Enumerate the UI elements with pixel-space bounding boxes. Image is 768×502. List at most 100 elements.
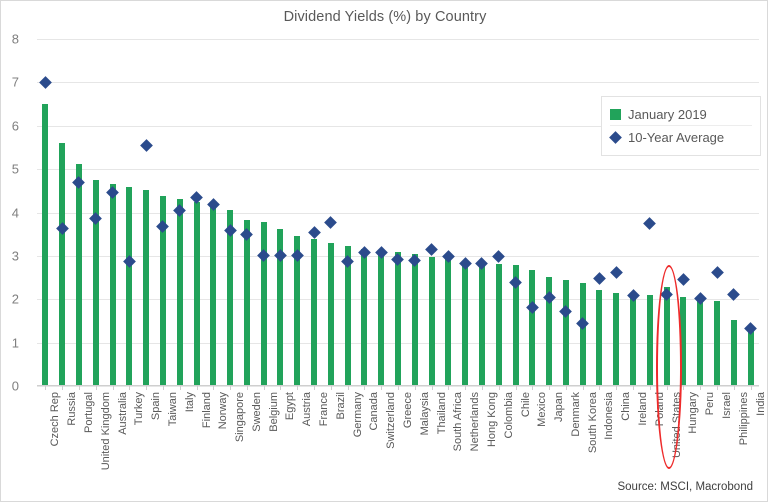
chart-column[interactable]	[507, 39, 524, 390]
average-marker-icon[interactable]	[391, 252, 405, 266]
average-marker-icon[interactable]	[475, 257, 489, 271]
average-marker-icon[interactable]	[542, 290, 556, 304]
average-marker-icon[interactable]	[441, 250, 455, 264]
average-marker-icon[interactable]	[525, 301, 539, 315]
chart-column[interactable]	[675, 39, 692, 390]
average-marker-icon[interactable]	[609, 265, 623, 279]
bar[interactable]	[294, 236, 301, 386]
chart-column[interactable]	[71, 39, 88, 390]
average-marker-icon[interactable]	[39, 76, 52, 89]
bar[interactable]	[546, 276, 553, 386]
chart-column[interactable]	[457, 39, 474, 390]
average-marker-icon[interactable]	[223, 224, 237, 238]
average-marker-icon[interactable]	[173, 203, 187, 217]
bar[interactable]	[126, 187, 133, 386]
chart-column[interactable]	[641, 39, 658, 390]
average-marker-icon[interactable]	[240, 227, 254, 241]
average-marker-icon[interactable]	[324, 215, 338, 229]
chart-column[interactable]	[591, 39, 608, 390]
chart-column[interactable]	[558, 39, 575, 390]
average-marker-icon[interactable]	[122, 254, 136, 268]
bar[interactable]	[462, 261, 469, 386]
average-marker-icon[interactable]	[458, 256, 472, 270]
average-marker-icon[interactable]	[593, 272, 606, 285]
bar[interactable]	[176, 198, 183, 386]
chart-column[interactable]	[608, 39, 625, 390]
average-marker-icon[interactable]	[744, 322, 757, 336]
bar[interactable]	[680, 297, 687, 386]
average-marker-icon[interactable]	[660, 287, 674, 301]
average-marker-icon[interactable]	[559, 305, 573, 318]
bar[interactable]	[378, 250, 385, 386]
chart-column[interactable]	[625, 39, 642, 390]
chart-column[interactable]	[289, 39, 306, 390]
chart-column[interactable]	[692, 39, 709, 390]
bar[interactable]	[143, 189, 150, 386]
bar[interactable]	[243, 219, 250, 386]
average-marker-icon[interactable]	[55, 222, 69, 236]
average-marker-icon[interactable]	[190, 190, 203, 204]
bar[interactable]	[529, 269, 536, 386]
chart-column[interactable]	[255, 39, 272, 390]
bar[interactable]	[630, 294, 637, 386]
average-marker-icon[interactable]	[374, 246, 388, 259]
average-marker-icon[interactable]	[643, 216, 657, 230]
average-marker-icon[interactable]	[206, 198, 220, 212]
bar[interactable]	[478, 262, 485, 386]
bar[interactable]	[227, 210, 234, 386]
average-marker-icon[interactable]	[710, 265, 724, 279]
average-marker-icon[interactable]	[626, 289, 640, 303]
chart-column[interactable]	[104, 39, 121, 390]
bar[interactable]	[59, 143, 66, 386]
chart-column[interactable]	[490, 39, 507, 390]
chart-column[interactable]	[54, 39, 71, 390]
bar[interactable]	[193, 201, 200, 386]
chart-column[interactable]	[709, 39, 726, 390]
average-marker-icon[interactable]	[257, 248, 271, 262]
average-marker-icon[interactable]	[509, 276, 522, 290]
average-marker-icon[interactable]	[156, 220, 170, 233]
bar[interactable]	[512, 265, 519, 386]
bar[interactable]	[646, 294, 653, 386]
average-marker-icon[interactable]	[290, 248, 304, 262]
chart-column[interactable]	[574, 39, 591, 390]
average-marker-icon[interactable]	[106, 186, 119, 200]
chart-column[interactable]	[322, 39, 339, 390]
chart-column[interactable]	[171, 39, 188, 390]
average-marker-icon[interactable]	[677, 273, 690, 287]
chart-column[interactable]	[524, 39, 541, 390]
chart-column[interactable]	[373, 39, 390, 390]
legend-item-10-year-average[interactable]: 10-Year Average	[609, 125, 752, 148]
bar[interactable]	[210, 206, 217, 386]
chart-column[interactable]	[406, 39, 423, 390]
bar[interactable]	[260, 222, 267, 386]
chart-column[interactable]	[306, 39, 323, 390]
average-marker-icon[interactable]	[492, 250, 506, 264]
chart-column[interactable]	[658, 39, 675, 390]
average-marker-icon[interactable]	[307, 225, 321, 239]
bar[interactable]	[663, 287, 670, 386]
chart-column[interactable]	[138, 39, 155, 390]
bar[interactable]	[159, 196, 166, 386]
chart-column[interactable]	[742, 39, 759, 390]
chart-column[interactable]	[272, 39, 289, 390]
bar[interactable]	[579, 282, 586, 386]
chart-column[interactable]	[37, 39, 54, 390]
chart-column[interactable]	[205, 39, 222, 390]
chart-column[interactable]	[87, 39, 104, 390]
bar[interactable]	[495, 263, 502, 386]
chart-column[interactable]	[121, 39, 138, 390]
chart-column[interactable]	[541, 39, 558, 390]
chart-column[interactable]	[423, 39, 440, 390]
bar[interactable]	[394, 251, 401, 386]
legend-item-january-2019[interactable]: January 2019	[610, 103, 752, 125]
chart-column[interactable]	[188, 39, 205, 390]
bar[interactable]	[92, 179, 99, 386]
chart-column[interactable]	[339, 39, 356, 390]
bar[interactable]	[730, 320, 737, 386]
average-marker-icon[interactable]	[408, 253, 422, 267]
bar[interactable]	[613, 292, 620, 386]
average-marker-icon[interactable]	[139, 138, 153, 152]
bar[interactable]	[277, 228, 284, 386]
chart-column[interactable]	[725, 39, 742, 390]
